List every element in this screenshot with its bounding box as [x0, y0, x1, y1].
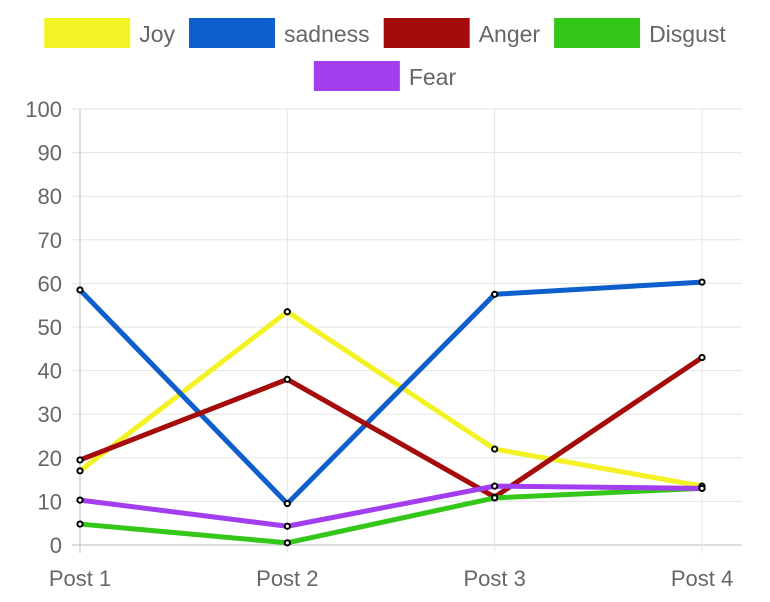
data-point-fear-4 [698, 484, 706, 492]
series-line-joy [77, 309, 705, 489]
x-tick-label-2: Post 2 [256, 566, 318, 591]
data-point-joy-3 [491, 445, 499, 453]
x-axis: Post 1 Post 2 Post 3 Post 4 [49, 566, 733, 591]
series-line-sadness [77, 279, 705, 507]
data-point-anger-2 [283, 375, 291, 383]
legend-label-sadness: sadness [284, 21, 370, 47]
data-point-sadness-2 [283, 499, 291, 508]
data-point-anger-1 [76, 456, 84, 464]
grid [72, 108, 742, 553]
legend-label-fear: Fear [409, 64, 457, 90]
x-tick-label-3: Post 3 [463, 566, 525, 591]
data-point-sadness-1 [76, 286, 84, 294]
legend-swatch-fear [313, 61, 400, 91]
series-line-anger [77, 355, 705, 500]
series-line-fear [77, 483, 705, 529]
data-point-disgust-2 [283, 539, 291, 547]
legend-label-joy: Joy [139, 21, 175, 47]
series-lines [77, 279, 705, 546]
legend-label-disgust: Disgust [649, 21, 726, 47]
y-tick-label-90: 90 [38, 141, 62, 166]
y-tick-label-20: 20 [38, 446, 62, 471]
data-point-joy-2 [283, 308, 291, 316]
data-point-disgust-3 [491, 494, 499, 502]
data-point-sadness-3 [491, 290, 499, 298]
legend-swatch-joy [44, 18, 131, 48]
y-tick-label-70: 70 [38, 228, 62, 253]
x-tick-label-1: Post 1 [49, 566, 111, 591]
y-tick-label-80: 80 [38, 184, 62, 209]
data-point-sadness-4 [698, 278, 706, 286]
y-axis: 0 10 20 30 40 50 60 70 80 90 100 [25, 97, 62, 558]
legend-swatch-anger [383, 18, 470, 48]
x-tick-label-4: Post 4 [671, 566, 733, 591]
data-point-joy-1 [76, 467, 84, 475]
y-tick-label-0: 0 [50, 533, 62, 558]
y-tick-label-40: 40 [38, 359, 62, 384]
data-point-fear-3 [491, 482, 499, 490]
data-point-anger-4 [698, 353, 706, 362]
y-tick-label-50: 50 [38, 315, 62, 340]
y-tick-label-30: 30 [38, 402, 62, 427]
y-tick-label-100: 100 [25, 97, 62, 122]
legend-swatch-sadness [189, 18, 276, 48]
y-tick-label-60: 60 [38, 271, 62, 296]
data-point-fear-2 [283, 522, 291, 530]
series-line-disgust [77, 485, 705, 546]
data-point-fear-1 [76, 496, 84, 504]
y-tick-label-10: 10 [38, 489, 62, 514]
data-point-disgust-1 [76, 520, 84, 528]
legend-label-anger: Anger [479, 21, 541, 47]
legend-swatch-disgust [554, 18, 641, 48]
data-points [76, 278, 706, 547]
legend: Joy sadness Anger Disgust Fear [44, 18, 726, 91]
